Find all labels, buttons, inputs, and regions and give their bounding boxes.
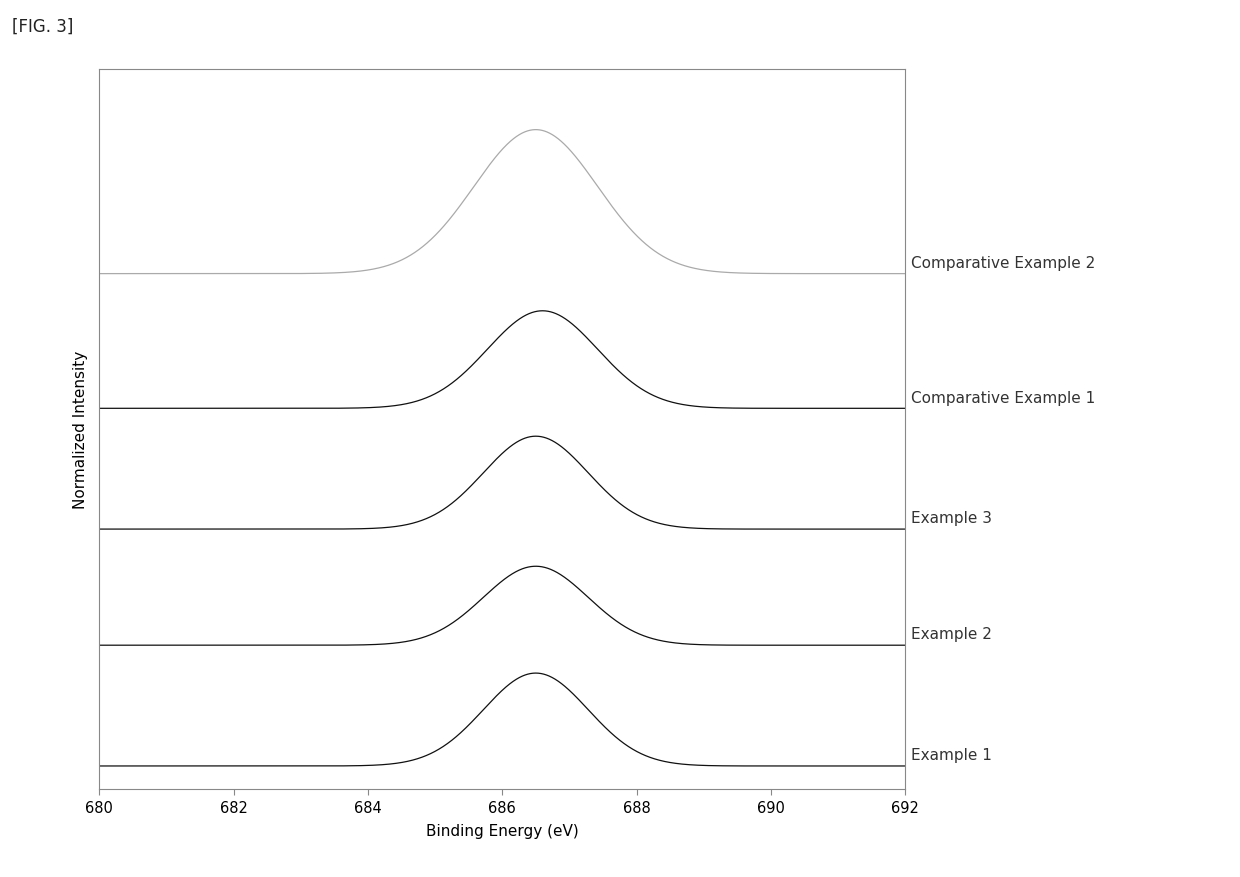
Text: [FIG. 3]: [FIG. 3] (12, 18, 73, 36)
X-axis label: Binding Energy (eV): Binding Energy (eV) (425, 823, 579, 838)
Text: Example 3: Example 3 (910, 510, 992, 526)
Text: Comparative Example 2: Comparative Example 2 (910, 255, 1095, 271)
Text: Example 1: Example 1 (910, 747, 992, 762)
Text: Comparative Example 1: Comparative Example 1 (910, 390, 1095, 405)
Y-axis label: Normalized Intensity: Normalized Intensity (73, 351, 88, 509)
Text: Example 2: Example 2 (910, 627, 992, 642)
